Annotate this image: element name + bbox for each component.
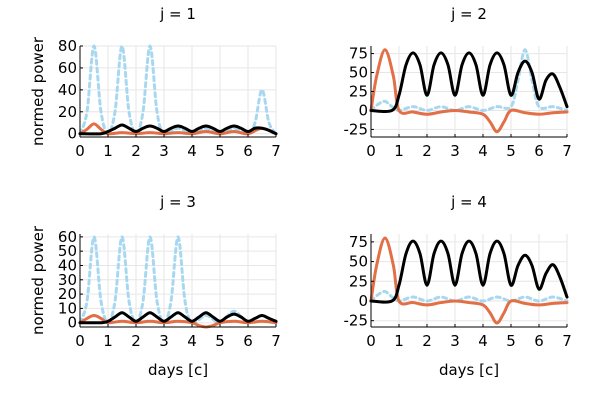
panel-3-x-tick-label: 1	[103, 332, 113, 350]
panel-2-y-tick-label: 25	[349, 83, 368, 101]
panel-4-series-dotted-line	[369, 289, 569, 303]
panel-4-y-tick-label: -25	[344, 312, 369, 330]
panel-4-x-tick-label: 7	[562, 332, 572, 350]
panel-1-x-tick-label: 4	[187, 142, 197, 160]
panel-3-series-orange-line	[78, 314, 278, 329]
panel-3-x-tick-label: 5	[215, 332, 225, 350]
panel-4-y-tick-label: 75	[349, 233, 368, 251]
panel-4-y-tick-label: 0	[358, 292, 368, 310]
panel-2-series-orange-line	[369, 48, 569, 134]
panel-2-y-tick-label: 75	[349, 45, 368, 63]
panel-4-title: j = 4	[450, 193, 487, 211]
panel-3-y-tick-label: 60	[58, 228, 77, 246]
panel-2-x-tick-label: 7	[562, 142, 572, 160]
panel-3-x-tick-label: 0	[75, 332, 85, 350]
panel-3-title: j = 3	[159, 193, 196, 211]
panel-2-x-tick-label: 0	[366, 142, 376, 160]
panel-3-y-tick-label: 30	[58, 271, 77, 289]
panel-3-y-axis-label: normed power	[29, 225, 47, 335]
panel-3-y-tick-label: 10	[58, 299, 77, 317]
panel-1-series-orange-line	[78, 122, 278, 136]
panel-1-y-tick-label: 80	[58, 37, 77, 55]
panel-3-x-tick-label: 3	[159, 332, 169, 350]
panel-1-y-tick-label: 0	[67, 125, 77, 143]
panel-2-y-tick-label: 50	[349, 64, 368, 82]
panel-4-series-orange-line	[369, 236, 569, 325]
panel-1-x-tick-label: 0	[75, 142, 85, 160]
panel-2-y-tick-label: -25	[344, 120, 369, 138]
panel-1-y-tick-label: 40	[58, 81, 77, 99]
panel-4-series-black-line	[369, 239, 569, 304]
panel-4-x-tick-label: 1	[394, 332, 404, 350]
panel-4-y-tick-label: 50	[349, 253, 368, 271]
panel-3-series-black-line	[78, 311, 278, 325]
panel-3-y-tick-label: 0	[67, 314, 77, 332]
panel-1-y-tick-label: 20	[58, 103, 77, 121]
panel-4-x-axis-label: days [c]	[439, 361, 499, 379]
panel-3-x-tick-label: 2	[131, 332, 141, 350]
panel-1-series-black-line	[78, 123, 278, 136]
panel-1-x-tick-label: 7	[271, 142, 281, 160]
panel-2-x-tick-label: 4	[478, 142, 488, 160]
panel-3-x-tick-label: 7	[271, 332, 281, 350]
panel-2-x-tick-label: 1	[394, 142, 404, 160]
panel-3-y-tick-label: 20	[58, 285, 77, 303]
panel-3-y-tick-label: 40	[58, 256, 77, 274]
panel-4-x-tick-label: 4	[478, 332, 488, 350]
panel-1-x-tick-label: 1	[103, 142, 113, 160]
panel-2-title: j = 2	[450, 5, 487, 23]
panel-3-x-tick-label: 6	[243, 332, 253, 350]
panel-1-y-tick-label: 60	[58, 59, 77, 77]
panel-1-title: j = 1	[159, 5, 196, 23]
panel-3-x-tick-label: 4	[187, 332, 197, 350]
panel-1-x-tick-label: 3	[159, 142, 169, 160]
panel-2-series-black-line	[369, 51, 569, 114]
panel-4-x-tick-label: 6	[534, 332, 544, 350]
panel-2-x-tick-label: 5	[506, 142, 516, 160]
panel-2-x-tick-label: 6	[534, 142, 544, 160]
panel-4-x-tick-label: 0	[366, 332, 376, 350]
panel-3-x-axis-label: days [c]	[148, 361, 208, 379]
panel-1-x-tick-label: 2	[131, 142, 141, 160]
panel-1-y-axis-label: normed power	[29, 36, 47, 146]
panel-1-x-tick-label: 5	[215, 142, 225, 160]
panel-2-series-dotted-line	[369, 48, 569, 112]
panel-4-x-tick-label: 2	[422, 332, 432, 350]
panel-2-x-tick-label: 2	[422, 142, 432, 160]
panel-4-x-tick-label: 5	[506, 332, 516, 350]
panel-4-x-tick-label: 3	[450, 332, 460, 350]
panel-2-y-tick-label: 0	[358, 101, 368, 119]
panel-2-x-tick-label: 3	[450, 142, 460, 160]
panel-3-y-tick-label: 50	[58, 242, 77, 260]
panel-1-x-tick-label: 6	[243, 142, 253, 160]
panel-4-y-tick-label: 25	[349, 272, 368, 290]
